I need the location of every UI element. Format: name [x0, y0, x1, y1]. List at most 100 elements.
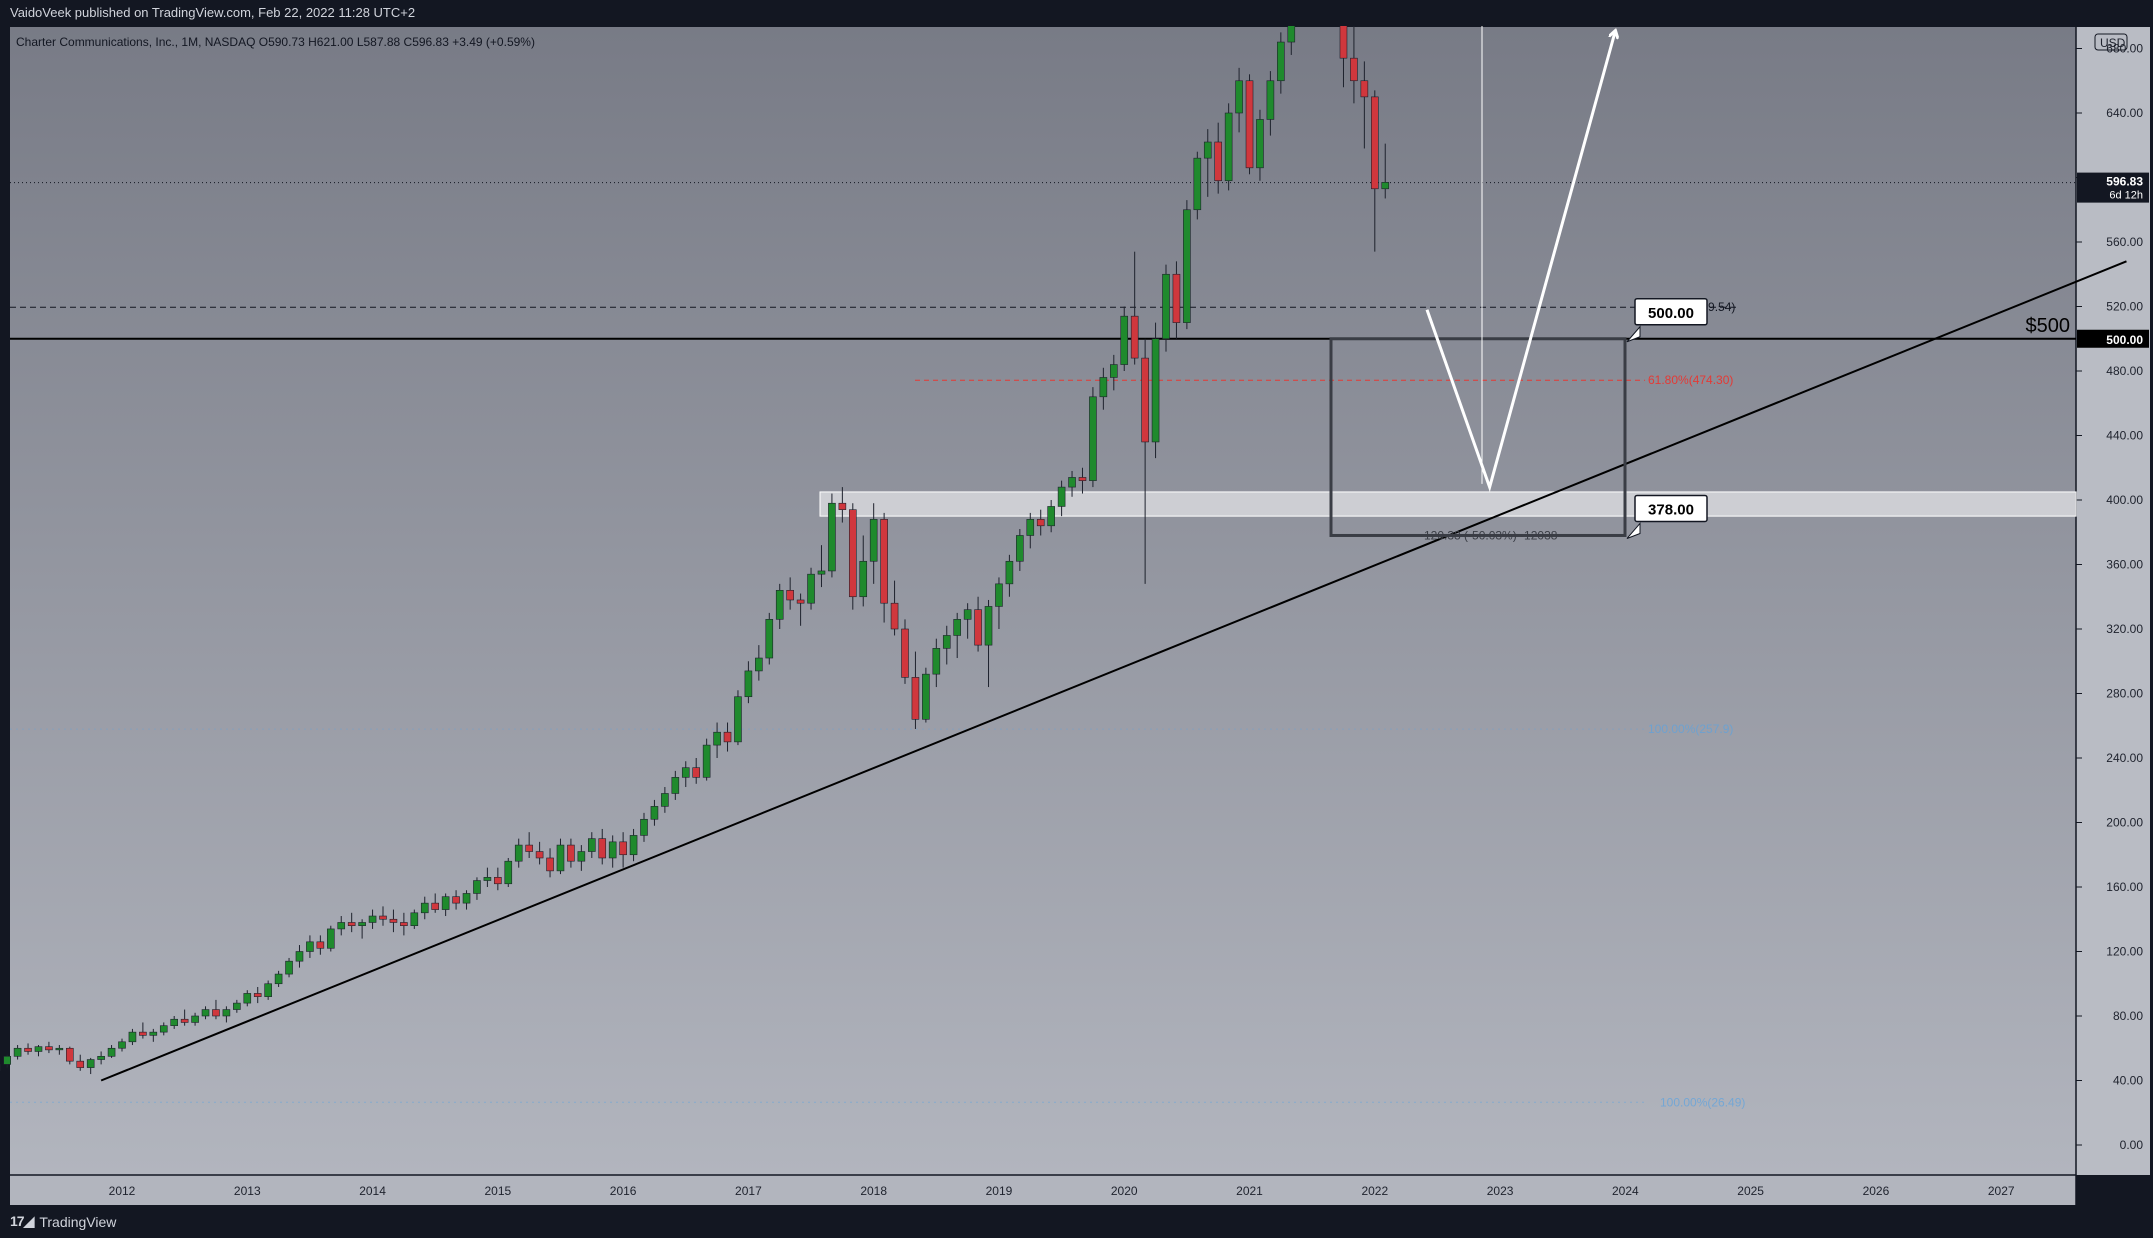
target-top-callout: 500.00: [1648, 305, 1694, 322]
candle: [775, 583, 784, 629]
candle-body: [128, 1031, 137, 1043]
candle-body: [598, 838, 607, 859]
candle-body: [201, 1009, 210, 1017]
candle: [504, 857, 513, 887]
candle-body: [723, 731, 732, 743]
candle: [650, 799, 659, 826]
candle: [86, 1057, 95, 1075]
candle-body: [1203, 141, 1212, 159]
candle: [932, 638, 941, 688]
target-bottom-callout-pointer: [1626, 522, 1641, 539]
candle-body: [995, 583, 1003, 607]
candle: [786, 577, 794, 610]
candle: [1381, 143, 1390, 199]
candle: [1141, 338, 1149, 584]
candle-body: [546, 857, 554, 872]
x-tick-label: 2016: [610, 1184, 637, 1198]
candle: [34, 1045, 43, 1057]
tradingview-logo[interactable]: 17◢ TradingView: [10, 1213, 116, 1230]
candle-body: [379, 915, 387, 920]
candle: [191, 1012, 199, 1026]
candle-body: [1193, 157, 1202, 211]
candle: [880, 512, 888, 623]
chart-pane-background: [10, 27, 2076, 1175]
candle: [368, 909, 377, 929]
candle: [598, 828, 607, 865]
candle-body: [869, 519, 878, 562]
candle: [734, 690, 742, 746]
candle-body: [702, 744, 711, 778]
candle-body: [796, 599, 805, 604]
currency-badge-box[interactable]: [2094, 33, 2128, 51]
candle-body: [1151, 338, 1160, 443]
candle: [201, 1006, 210, 1020]
x-tick-label: 2027: [1988, 1184, 2015, 1198]
candle: [671, 770, 680, 800]
candle: [1130, 251, 1139, 365]
candle-body: [1287, 26, 1296, 43]
candle: [431, 893, 440, 913]
candle: [817, 545, 826, 588]
candle: [525, 832, 533, 858]
candle-body: [932, 648, 941, 675]
candle-body: [755, 657, 763, 672]
candle-body: [3, 1056, 11, 1065]
candle: [1224, 103, 1233, 191]
candle-body: [817, 570, 826, 575]
candle-body: [34, 1046, 43, 1052]
candle: [567, 838, 575, 868]
price-chart[interactable]: Charter Communications, Inc., 1M, NASDAQ…: [0, 26, 2153, 1206]
x-tick-label: 2019: [986, 1184, 1013, 1198]
candle: [995, 577, 1003, 629]
candle-body: [556, 844, 565, 872]
candle-body: [1026, 519, 1035, 536]
candle: [1350, 26, 1358, 104]
candle-body: [681, 767, 690, 778]
measure-label: -120.38 (-50.03%) -12038: [1420, 528, 1558, 542]
candle: [1078, 467, 1087, 494]
candle-body: [734, 696, 742, 743]
candle: [1162, 264, 1170, 352]
drawings: -120.38 (-50.03%) -12038 500.00 378.00: [1329, 26, 1708, 542]
candle: [1047, 500, 1055, 533]
x-tick-label: 2024: [1612, 1184, 1639, 1198]
candle-body: [1172, 273, 1181, 323]
candle: [1089, 387, 1097, 488]
candle: [24, 1043, 32, 1055]
candle: [577, 845, 586, 871]
candle-body: [368, 915, 377, 923]
candle: [347, 912, 356, 933]
candle-body: [911, 677, 920, 720]
candle-body: [420, 902, 429, 914]
candle-body: [149, 1031, 158, 1036]
candle-body: [1078, 477, 1087, 481]
candle: [869, 503, 878, 584]
candle-body: [786, 589, 794, 601]
candle-body: [1277, 41, 1285, 82]
y-tick-label: 360.00: [2106, 558, 2143, 572]
candle-body: [295, 951, 304, 962]
candle-body: [452, 896, 460, 904]
candle-body: [650, 806, 659, 820]
support-zone: [819, 491, 2077, 517]
candle-body: [744, 670, 753, 698]
candle: [66, 1046, 74, 1065]
candle: [911, 651, 920, 729]
candle: [796, 593, 805, 626]
candle: [640, 812, 648, 842]
candle-body: [828, 502, 836, 572]
candle: [848, 503, 857, 610]
candle-body: [1235, 80, 1243, 114]
candle-body: [859, 560, 868, 598]
candle-body: [1350, 57, 1358, 82]
currency-badge[interactable]: USD: [2100, 36, 2126, 50]
candle: [483, 867, 492, 887]
candle: [661, 787, 669, 813]
current-price-badge: [2077, 172, 2149, 203]
y-tick-label: 280.00: [2106, 687, 2143, 701]
y-tick-label: 480.00: [2106, 364, 2143, 378]
candle: [1151, 322, 1160, 459]
candle: [452, 890, 460, 910]
candle-body: [139, 1031, 147, 1036]
candle: [337, 916, 346, 936]
